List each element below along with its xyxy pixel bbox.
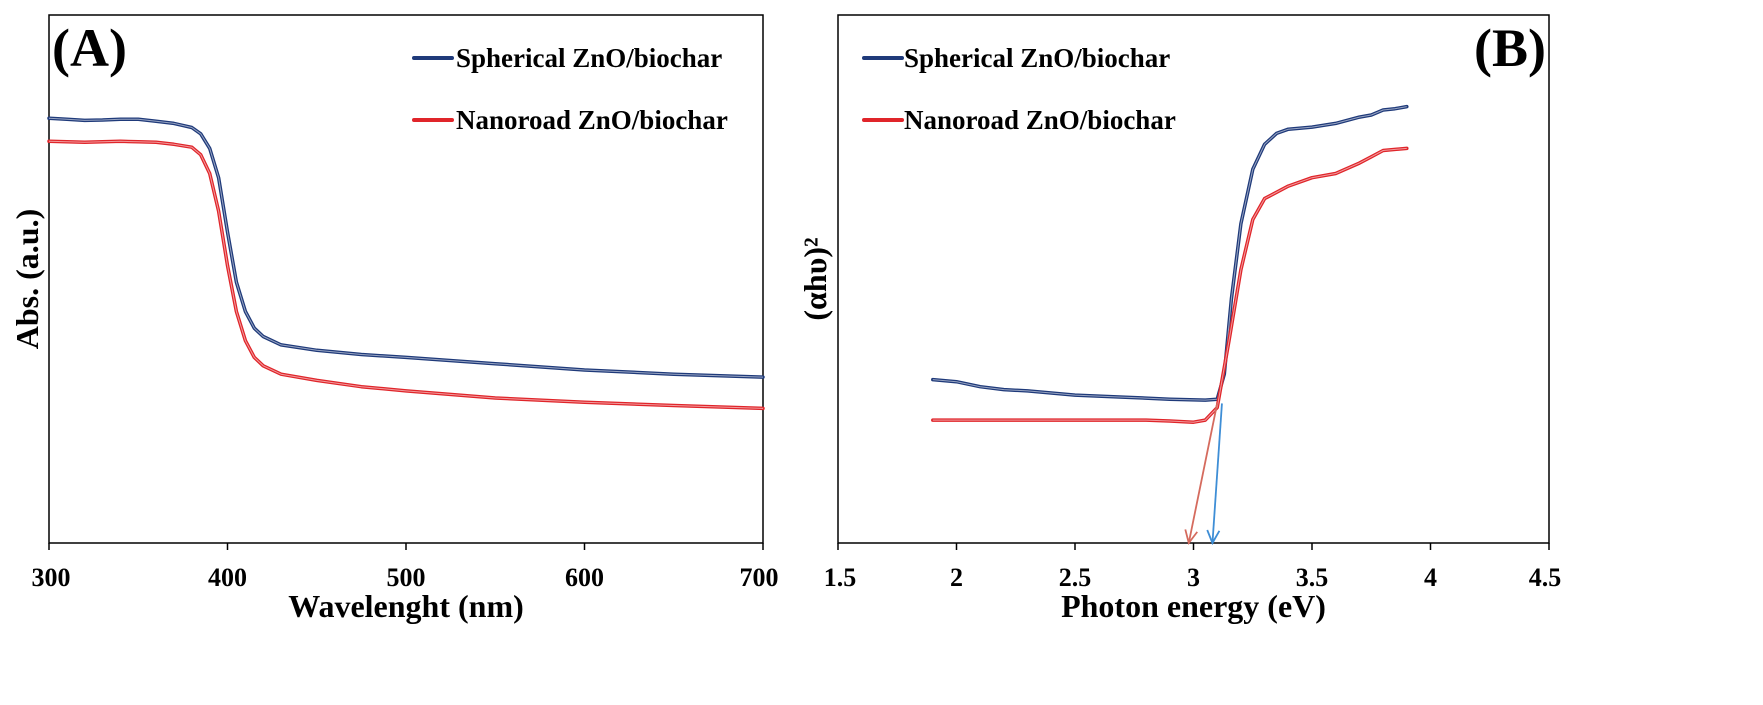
series-line-highlight-nanoroad-zno-biochar	[932, 147, 1407, 423]
x-axis-label: Wavelenght (nm)	[288, 588, 524, 624]
legend-label-spherical-zno-biochar: Spherical ZnO/biochar	[456, 43, 722, 73]
band-gap-arrow-head-spherical-zno-biochar	[1206, 529, 1221, 546]
panel-label: (A)	[52, 18, 127, 78]
series-line-spherical-zno-biochar	[931, 104, 1409, 402]
series-line-highlight-nanoroad-zno-biochar	[48, 140, 764, 409]
x-tick-label: 300	[32, 563, 71, 592]
series-line-nanoroad-zno-biochar	[931, 146, 1409, 424]
x-tick-label: 500	[387, 563, 426, 592]
x-tick-label: 2.5	[1059, 563, 1092, 592]
x-tick-label: 4.5	[1529, 563, 1562, 592]
x-tick-label: 3.5	[1296, 563, 1329, 592]
x-tick-label: 4	[1424, 563, 1437, 592]
legend-label-nanoroad-zno-biochar: Nanoroad ZnO/biochar	[456, 105, 728, 135]
x-tick-label: 600	[565, 563, 604, 592]
plot-frame	[837, 14, 1550, 544]
series-line-nanoroad-zno-biochar	[47, 139, 765, 411]
x-tick-label: 2	[950, 563, 963, 592]
band-gap-arrow-line-nanoroad-zno-biochar	[1187, 403, 1219, 544]
plot-frame	[48, 14, 764, 544]
y-axis-label: Abs. (a.u.)	[9, 209, 45, 349]
x-tick-label: 700	[740, 563, 779, 592]
legend-label-spherical-zno-biochar: Spherical ZnO/biochar	[904, 43, 1170, 73]
panel-a-uv-vis-absorbance-chart: 300 400 500 600 700 Wavelenght (nm) Abs. (a.u.…	[9, 14, 779, 624]
panel-label: (B)	[1474, 18, 1546, 78]
x-axis-label: Photon energy (eV)	[1061, 588, 1326, 624]
x-tick-label: 3	[1187, 563, 1200, 592]
series-line-spherical-zno-biochar	[47, 116, 765, 379]
y-axis-label: (αhυ)²	[797, 237, 833, 320]
panel-b-tauc-plot-chart: 1.5 2 2.5 3 3.5 4 4.5 Photon energy (eV) (αhυ)² (…	[797, 14, 1562, 624]
band-gap-arrow-line-spherical-zno-biochar	[1211, 403, 1223, 544]
series-line-highlight-spherical-zno-biochar	[932, 106, 1407, 401]
x-tick-label: 400	[208, 563, 247, 592]
series-line-highlight-spherical-zno-biochar	[48, 117, 764, 378]
x-tick-label: 1.5	[824, 563, 857, 592]
legend-label-nanoroad-zno-biochar: Nanoroad ZnO/biochar	[904, 105, 1176, 135]
band-gap-arrow-head-nanoroad-zno-biochar	[1184, 529, 1198, 546]
